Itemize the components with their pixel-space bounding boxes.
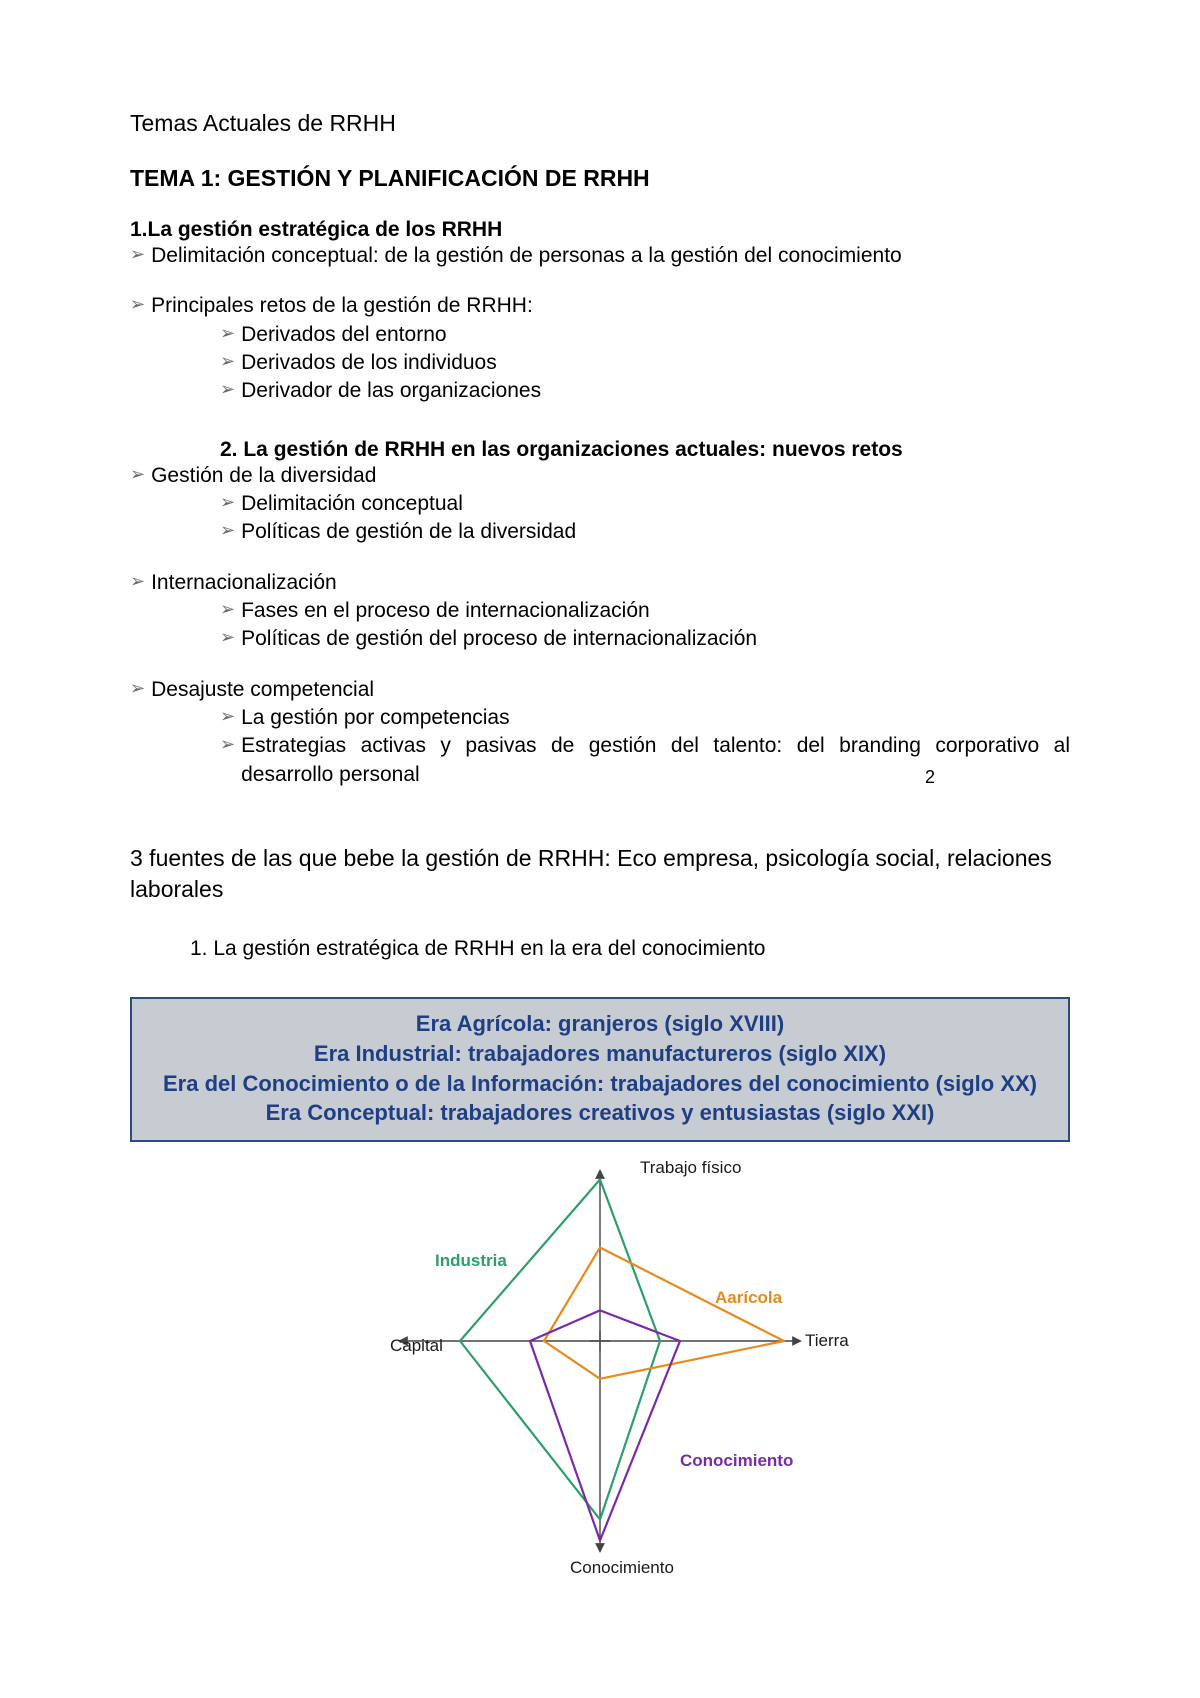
bullet-text: Políticas de gestión del proceso de inte… [241,625,757,653]
chevron-icon: ➢ [130,462,145,487]
axis-label: Capital [390,1336,443,1356]
bullet-text: Derivador de las organizaciones [241,377,541,405]
chevron-icon: ➢ [220,625,235,650]
bullet-item: ➢ Gestión de la diversidad [130,462,1070,490]
page-marker: 2 [925,767,935,788]
bullet-item: ➢ Principales retos de la gestión de RRH… [130,292,1070,320]
era-line: Era Conceptual: trabajadores creativos y… [150,1098,1050,1128]
bullet-item: ➢ Políticas de gestión de la diversidad [220,518,1070,546]
bullet-item: ➢ Derivados del entorno [220,321,1070,349]
bullet-item: ➢ La gestión por competencias [220,704,1070,732]
section2-title: 2. La gestión de RRHH en las organizacio… [220,438,1070,462]
chevron-icon: ➢ [220,349,235,374]
bullet-item: ➢ Delimitación conceptual: de la gestión… [130,242,1070,270]
section1-title: 1.La gestión estratégica de los RRHH [130,218,1070,242]
chevron-icon: ➢ [220,704,235,729]
radar-chart: Trabajo físico Tierra Conocimiento Capit… [280,1146,920,1576]
era-line: Era del Conocimiento o de la Información… [150,1069,1050,1099]
document-page: Temas Actuales de RRHH TEMA 1: GESTIÓN Y… [0,0,1200,1698]
bullet-text: Estrategias activas y pasivas de gestión… [241,732,1070,789]
bullet-text: Internacionalización [151,569,337,597]
bullet-text: Principales retos de la gestión de RRHH: [151,292,533,320]
bullet-item: ➢ Estrategias activas y pasivas de gesti… [220,732,1070,789]
axis-label: Conocimiento [570,1558,674,1578]
numbered-item: 1. La gestión estratégica de RRHH en la … [190,937,1070,961]
chevron-icon: ➢ [130,242,145,267]
bullet-item: ➢ Fases en el proceso de internacionaliz… [220,597,1070,625]
chevron-icon: ➢ [220,597,235,622]
bullet-item: ➢ Derivador de las organizaciones [220,377,1070,405]
chevron-icon: ➢ [220,377,235,402]
series-label: Aarícola [715,1288,782,1308]
bullet-item: ➢ Desajuste competencial [130,676,1070,704]
chevron-icon: ➢ [130,569,145,594]
doc-title: Temas Actuales de RRHH [130,110,1070,137]
chevron-icon: ➢ [130,676,145,701]
axis-label: Trabajo físico [640,1158,741,1178]
bullet-item: ➢ Políticas de gestión del proceso de in… [220,625,1070,653]
bullet-text: Derivados de los individuos [241,349,497,377]
bullet-item: ➢ Internacionalización [130,569,1070,597]
main-heading: TEMA 1: GESTIÓN Y PLANIFICACIÓN DE RRHH [130,165,1070,192]
era-line: Era Industrial: trabajadores manufacture… [150,1039,1050,1069]
series-label: Conocimiento [680,1451,793,1471]
chevron-icon: ➢ [130,292,145,317]
bullet-text: Delimitación conceptual: de la gestión d… [151,242,902,270]
bullet-text: Desajuste competencial [151,676,374,704]
bullet-text: Políticas de gestión de la diversidad [241,518,576,546]
bullet-text: La gestión por competencias [241,704,510,732]
chevron-icon: ➢ [220,321,235,346]
radar-svg [280,1146,920,1576]
bullet-text: Gestión de la diversidad [151,462,376,490]
chevron-icon: ➢ [220,518,235,543]
chevron-icon: ➢ [220,732,235,757]
eras-box: Era Agrícola: granjeros (siglo XVIII) Er… [130,997,1070,1142]
series-label: Industria [435,1251,507,1271]
bullet-text: Derivados del entorno [241,321,446,349]
bullet-item: ➢ Derivados de los individuos [220,349,1070,377]
bullet-item: ➢ Delimitación conceptual [220,490,1070,518]
axis-label: Tierra [805,1331,849,1351]
bullet-text: Delimitación conceptual [241,490,463,518]
bullet-text: Fases en el proceso de internacionalizac… [241,597,650,625]
era-line: Era Agrícola: granjeros (siglo XVIII) [150,1009,1050,1039]
chevron-icon: ➢ [220,490,235,515]
sources-text: 3 fuentes de las que bebe la gestión de … [130,843,1070,905]
